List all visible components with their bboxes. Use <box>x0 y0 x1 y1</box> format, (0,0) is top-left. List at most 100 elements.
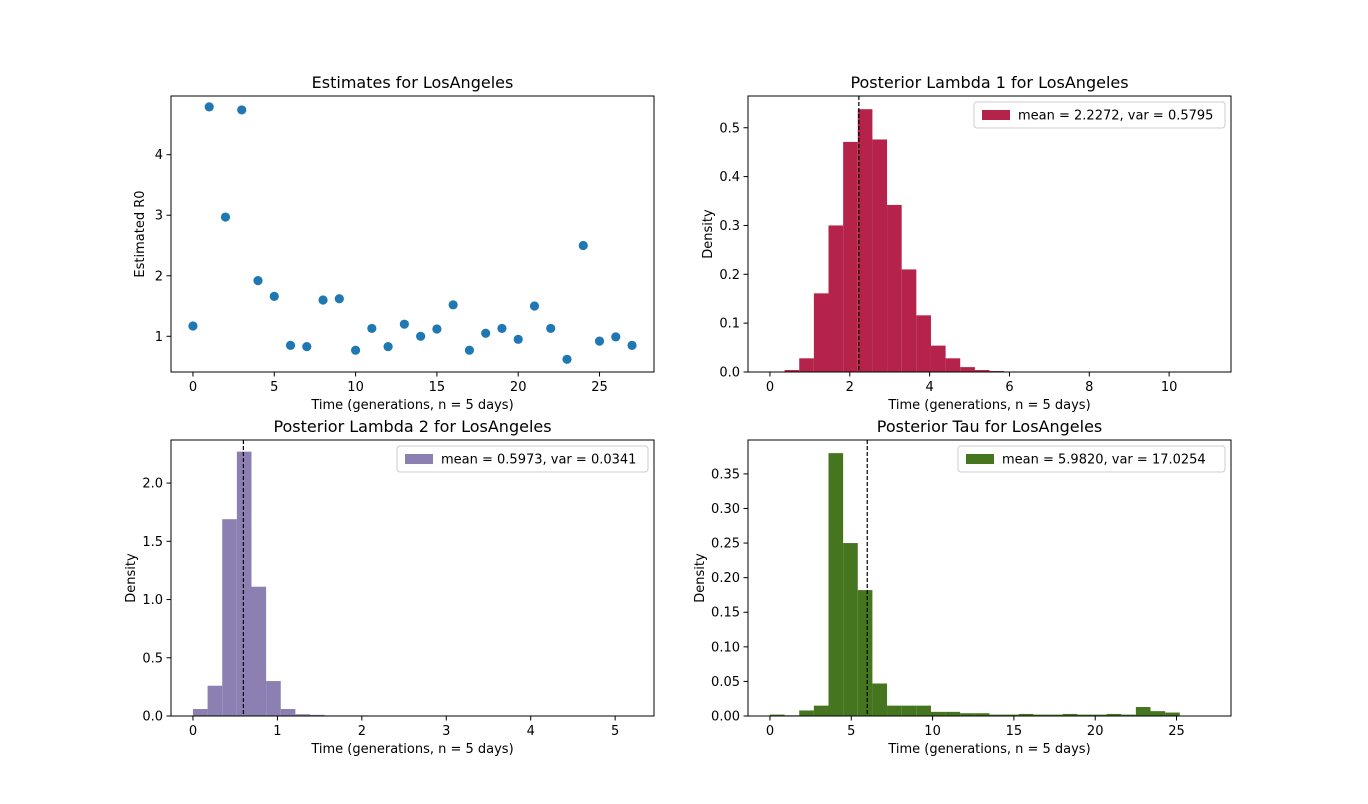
histogram-bar <box>989 714 1005 716</box>
y-tick-label: 0.4 <box>719 170 740 185</box>
y-tick-label: 1.5 <box>142 535 163 550</box>
histogram-bar <box>295 714 311 716</box>
x-tick-label: 10 <box>924 724 941 739</box>
x-tick-label: 2 <box>846 380 854 395</box>
axes-frame <box>170 439 655 717</box>
histogram-bar <box>872 139 888 372</box>
histogram-bar <box>266 681 281 716</box>
y-tick-label: 0.5 <box>142 651 163 666</box>
x-axis-label: Time (generations, n = 5 days) <box>310 742 513 757</box>
y-tick-label: 0.15 <box>711 606 740 621</box>
histogram-bar <box>1077 714 1092 716</box>
histogram-bar <box>857 109 873 372</box>
scatter-point <box>529 301 540 311</box>
histogram-bar <box>251 586 267 716</box>
histogram-bar <box>784 370 800 372</box>
histogram-bar <box>1121 714 1136 716</box>
y-tick-label: 0.5 <box>719 121 740 136</box>
histogram-bar <box>960 713 975 716</box>
y-axis-label: Estimated R0 <box>133 190 148 277</box>
histogram-bar <box>1018 713 1034 716</box>
x-axis-label: Time (generations, n = 5 days) <box>887 398 1090 413</box>
y-tick-label: 1 <box>155 330 163 345</box>
x-tick-label: 0 <box>766 724 774 739</box>
scatter-point <box>318 295 328 305</box>
histogram-bar <box>310 714 325 716</box>
histogram-bar <box>872 683 888 716</box>
axes-frame <box>170 95 655 373</box>
legend-box <box>957 445 1226 473</box>
x-tick-label: 0 <box>189 380 197 395</box>
legend-swatch <box>405 454 433 464</box>
histogram-bar <box>799 358 814 372</box>
histogram-bar <box>916 705 931 716</box>
histogram-bar <box>887 705 902 716</box>
y-tick-label: 0.1 <box>719 317 740 332</box>
x-tick-label: 25 <box>591 380 608 395</box>
histogram-bar <box>1033 714 1049 716</box>
y-tick-label: 1.0 <box>142 593 163 608</box>
histogram-bar <box>945 358 961 372</box>
legend-swatch <box>966 454 994 464</box>
x-tick-label: 20 <box>510 380 527 395</box>
histogram-bar <box>1062 713 1078 716</box>
scatter-point <box>416 331 426 341</box>
x-tick-label: 6 <box>1005 380 1013 395</box>
y-tick-label: 0.30 <box>711 502 740 517</box>
scatter-point <box>497 323 507 334</box>
histogram-bar <box>813 705 829 716</box>
y-tick-label: 4 <box>155 148 163 163</box>
legend: mean = 0.5973, var = 0.0341 <box>396 445 649 473</box>
y-tick-label: 0.0 <box>719 366 740 381</box>
scatter-point <box>546 323 556 334</box>
y-tick-label: 0.2 <box>719 268 740 283</box>
scatter-point <box>188 321 198 331</box>
subplot-2: 0 2 4 6 8 10 0.0 0.1 0.2 0.3 0.4 0.5 Posterior Lambd… <box>701 73 1232 413</box>
subplot-4: 0 5 10 15 20 25 0.00 0.05 0.10 0.15 0.20 0.25 0.30 0.… <box>693 417 1232 757</box>
scatter-point <box>334 294 344 304</box>
x-tick-label: 1 <box>273 724 281 739</box>
y-axis-label: Density <box>701 209 716 259</box>
scatter-point <box>220 212 231 222</box>
scatter-point <box>253 276 263 286</box>
histogram-bar <box>945 711 961 716</box>
histogram-bar <box>207 685 223 716</box>
axes-frame <box>747 439 1232 717</box>
x-tick-label: 0 <box>189 724 197 739</box>
histogram-bar <box>828 453 844 716</box>
scatter-point <box>464 345 475 355</box>
legend-label: mean = 5.9820, var = 17.0254 <box>1002 453 1206 468</box>
scatter-point <box>594 336 605 346</box>
histogram-bar <box>1091 714 1107 716</box>
histogram-bar <box>916 315 931 372</box>
scatter-point <box>383 341 393 352</box>
histogram-bar <box>930 711 946 716</box>
scatter-point <box>269 291 279 301</box>
x-tick-label: 15 <box>1006 724 1023 739</box>
x-tick-label: 15 <box>429 380 446 395</box>
legend-label: mean = 2.2272, var = 0.5795 <box>1018 109 1213 124</box>
scatter-point <box>285 340 296 350</box>
y-axis-label: Density <box>693 553 708 603</box>
scatter-point <box>399 319 409 329</box>
scatter-point <box>627 340 637 350</box>
histogram-bar <box>901 705 917 716</box>
histogram-bar <box>1004 714 1019 716</box>
x-tick-label: 5 <box>270 380 278 395</box>
y-tick-label: 0.35 <box>711 467 740 482</box>
axes-frame <box>747 95 1232 373</box>
y-tick-label: 0.05 <box>711 675 740 690</box>
scatter-point <box>481 328 491 338</box>
scatter-point <box>367 323 377 334</box>
histogram-bar <box>960 367 975 372</box>
histogram-bar <box>1106 713 1122 716</box>
legend-label: mean = 0.5973, var = 0.0341 <box>441 453 636 468</box>
x-axis-label: Time (generations, n = 5 days) <box>887 742 1090 757</box>
histogram-bar <box>1048 714 1063 716</box>
histogram-bar <box>974 370 990 372</box>
histogram-bar <box>192 709 208 716</box>
histogram-bar <box>1150 711 1166 716</box>
x-tick-label: 2 <box>358 724 366 739</box>
histogram-bar <box>828 225 844 372</box>
chart-title: Posterior Lambda 2 for LosAngeles <box>273 417 551 436</box>
